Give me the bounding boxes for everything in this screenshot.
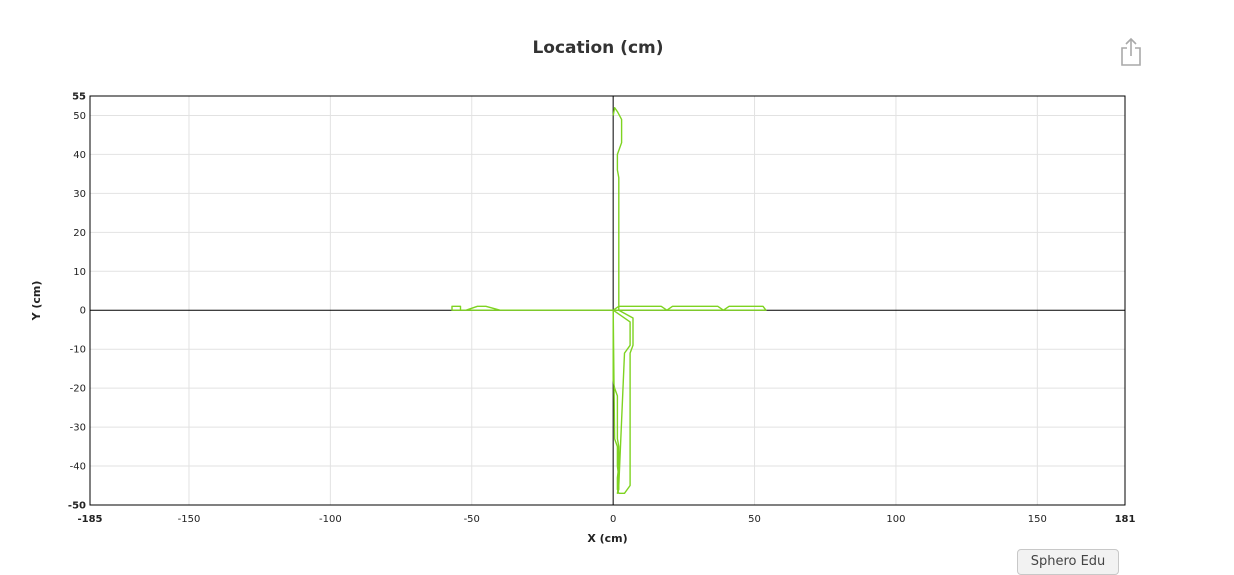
x-tick-label: -185	[77, 514, 102, 525]
plot-frame	[89, 95, 1126, 506]
y-tick-label: -50	[68, 501, 86, 512]
x-tick-label: 0	[610, 514, 616, 525]
y-tick-label: -20	[70, 384, 86, 395]
series-line-0	[451, 106, 767, 494]
y-tick-label: 40	[73, 150, 86, 161]
sphero-edu-button[interactable]: Sphero Edu	[1017, 549, 1119, 575]
x-tick-labels: -185 -150 -100 -50 0 50 100 150 181	[77, 514, 1135, 525]
share-icon	[1121, 37, 1141, 66]
y-tick-label: 20	[73, 228, 86, 239]
y-tick-labels: 55 50 40 30 20 10 0 -10 -20 -30 -40 -50	[68, 92, 86, 512]
x-tick-label: 150	[1028, 514, 1047, 525]
y-tick-label: 30	[73, 189, 86, 200]
y-tick-label: -40	[70, 462, 86, 473]
x-tick-label: 50	[748, 514, 761, 525]
chart-title: Location (cm)	[532, 38, 664, 58]
x-tick-label: 100	[886, 514, 905, 525]
x-tick-label: -100	[319, 514, 342, 525]
x-tick-label: -50	[464, 514, 480, 525]
x-axis-label: X (cm)	[587, 532, 627, 545]
grid	[90, 96, 1125, 505]
share-button[interactable]	[1118, 37, 1144, 67]
y-tick-label: -10	[70, 345, 86, 356]
x-tick-label: -150	[178, 514, 201, 525]
y-tick-label: -30	[70, 423, 86, 434]
y-tick-label: 0	[80, 306, 86, 317]
x-tick-label: 181	[1115, 514, 1136, 525]
y-axis-label: Y (cm)	[30, 281, 43, 322]
y-tick-label: 55	[72, 92, 86, 103]
y-tick-label: 50	[73, 111, 86, 122]
axes	[90, 96, 1125, 505]
series-layer	[451, 106, 767, 494]
y-tick-label: 10	[73, 267, 86, 278]
